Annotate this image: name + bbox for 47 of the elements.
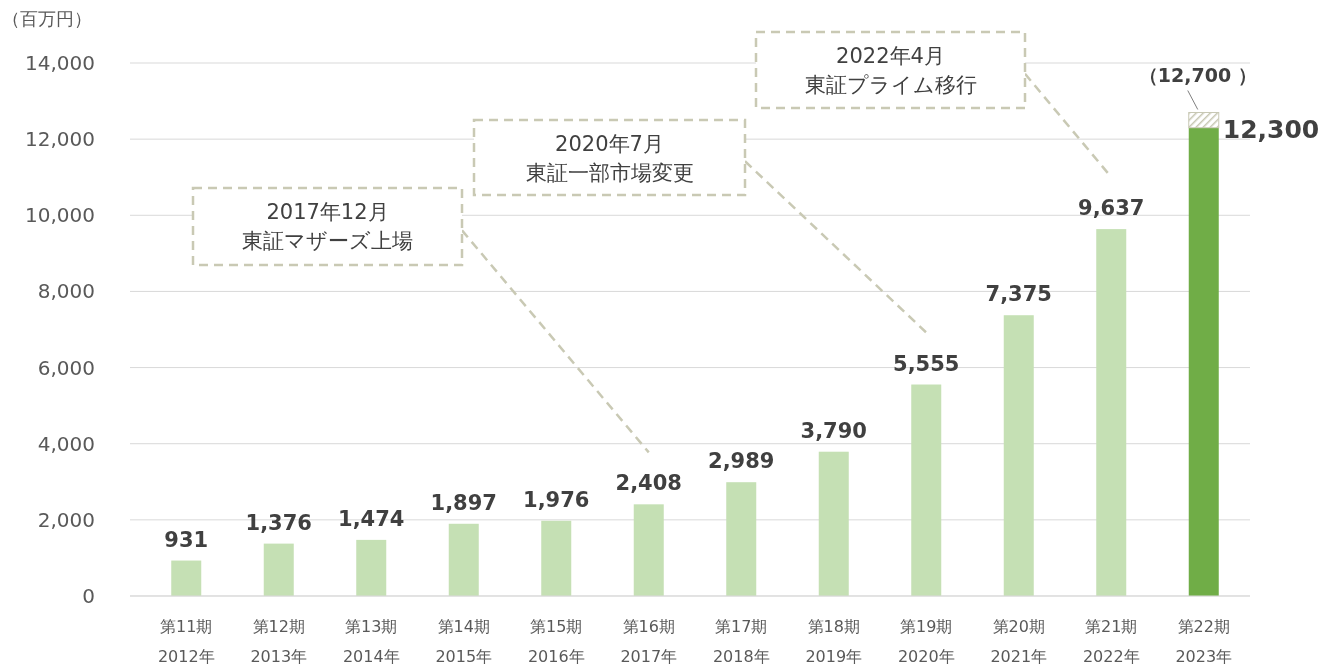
bar xyxy=(726,482,757,596)
x-tick-label: 第17期 2018年 xyxy=(712,617,770,666)
bar xyxy=(263,543,294,596)
annotation: 2020年7月東証一部市場変更 xyxy=(525,132,694,185)
data-label: 1,976 xyxy=(523,487,590,512)
x-tick-label: 第21期 2022年 xyxy=(1082,617,1140,666)
bar xyxy=(1096,229,1127,596)
annotation: 2022年4月東証プライム移行 xyxy=(804,44,977,97)
data-label: 931 xyxy=(164,527,209,552)
y-tick-label: 0 xyxy=(82,584,95,608)
bar xyxy=(541,520,572,596)
y-tick-label: 6,000 xyxy=(37,355,95,380)
bar xyxy=(911,384,942,596)
y-tick-label: 12,000 xyxy=(25,127,95,152)
y-axis-title: （百万円） xyxy=(2,8,92,29)
y-tick-label: 8,000 xyxy=(37,279,95,304)
y-tick-label: 10,000 xyxy=(25,203,95,228)
x-tick-label: 第12期 2013年 xyxy=(250,617,308,666)
annotation: 2017年12月東証マザーズ上場 xyxy=(242,200,413,253)
data-label: 2,408 xyxy=(615,471,682,496)
data-label: 2,989 xyxy=(708,449,775,474)
bar xyxy=(633,504,664,596)
x-tick-label: 第22期 2023年 xyxy=(1175,617,1233,666)
data-label: 3,790 xyxy=(800,418,867,443)
x-tick-label: 第20期 2021年 xyxy=(990,617,1048,666)
bar xyxy=(818,451,849,596)
y-tick-label: 2,000 xyxy=(37,507,95,532)
annotation: （12,700 ） xyxy=(1138,64,1257,87)
bar xyxy=(448,523,479,596)
bar xyxy=(1003,315,1034,596)
x-tick-label: 第16期 2017年 xyxy=(620,617,678,666)
data-label: 1,474 xyxy=(338,506,405,531)
x-tick-label: 第15期 2016年 xyxy=(527,617,585,666)
data-label: 9,637 xyxy=(1078,196,1145,221)
y-tick-label: 14,000 xyxy=(25,51,95,75)
data-label: 1,897 xyxy=(430,490,497,515)
data-label: 7,375 xyxy=(985,282,1052,307)
bar xyxy=(356,539,387,596)
x-tick-label: 第19期 2020年 xyxy=(897,617,955,666)
x-tick-label: 第14期 2015年 xyxy=(435,617,493,666)
x-tick-label: 第18期 2019年 xyxy=(805,617,863,666)
x-tick-label: 第13期 2014年 xyxy=(342,617,400,666)
data-label: 1,376 xyxy=(245,510,312,535)
data-label: 5,555 xyxy=(893,351,960,376)
bar xyxy=(171,560,202,596)
y-tick-label: 4,000 xyxy=(37,431,95,456)
x-tick-label: 第11期 2012年 xyxy=(157,617,215,666)
